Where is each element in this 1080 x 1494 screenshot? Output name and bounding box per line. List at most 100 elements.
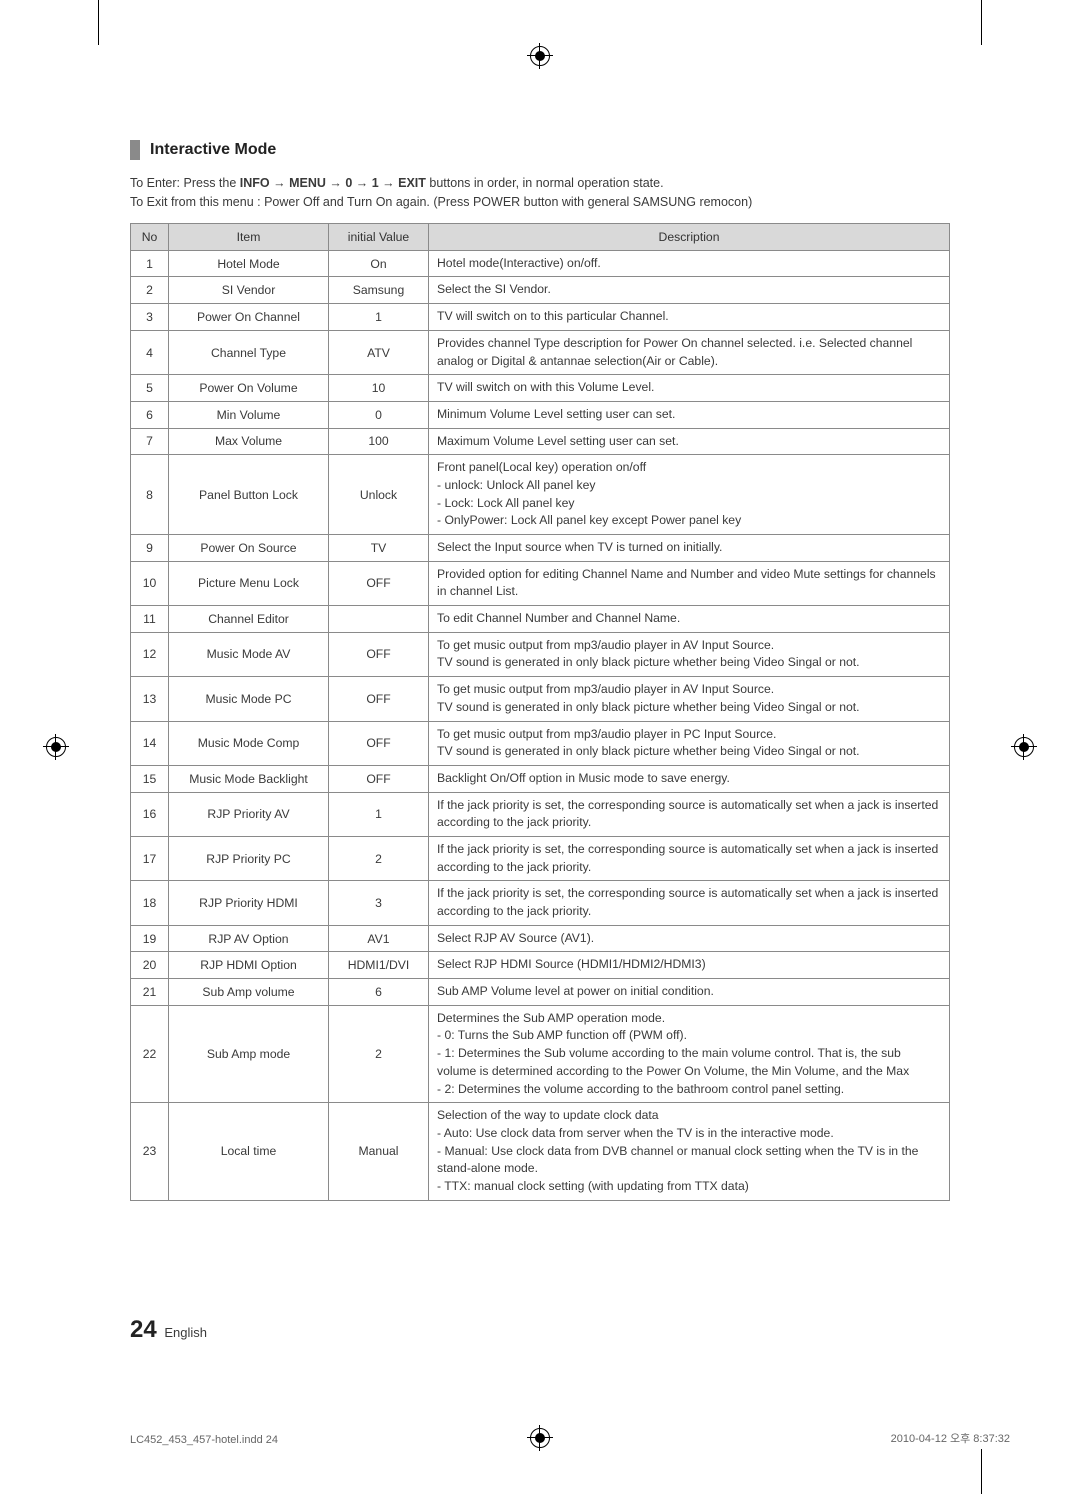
cell-no: 2 bbox=[131, 277, 169, 304]
cell-initial-value: OFF bbox=[329, 721, 429, 765]
table-row: 14Music Mode CompOFFTo get music output … bbox=[131, 721, 950, 765]
cell-description: To get music output from mp3/audio playe… bbox=[429, 632, 950, 676]
cell-item: Music Mode Backlight bbox=[169, 765, 329, 792]
cell-no: 23 bbox=[131, 1103, 169, 1200]
cell-no: 20 bbox=[131, 952, 169, 979]
cell-initial-value: OFF bbox=[329, 632, 429, 676]
cell-initial-value: Unlock bbox=[329, 455, 429, 535]
cell-no: 19 bbox=[131, 925, 169, 952]
cell-initial-value: On bbox=[329, 250, 429, 277]
page-content: Interactive Mode To Enter: Press the INF… bbox=[130, 140, 950, 1201]
table-row: 8Panel Button LockUnlockFront panel(Loca… bbox=[131, 455, 950, 535]
cell-item: Hotel Mode bbox=[169, 250, 329, 277]
registration-mark-icon bbox=[46, 737, 66, 757]
cell-description: Maximum Volume Level setting user can se… bbox=[429, 428, 950, 455]
table-row: 5Power On Volume10TV will switch on with… bbox=[131, 375, 950, 402]
cell-description: Select the SI Vendor. bbox=[429, 277, 950, 304]
table-row: 18RJP Priority HDMI3If the jack priority… bbox=[131, 881, 950, 925]
cell-no: 3 bbox=[131, 304, 169, 331]
table-row: 15Music Mode BacklightOFFBacklight On/Of… bbox=[131, 765, 950, 792]
table-row: 3Power On Channel1TV will switch on to t… bbox=[131, 304, 950, 331]
cell-description: Provided option for editing Channel Name… bbox=[429, 561, 950, 605]
cell-initial-value: ATV bbox=[329, 330, 429, 374]
cell-description: If the jack priority is set, the corresp… bbox=[429, 792, 950, 836]
cell-description: TV will switch on with this Volume Level… bbox=[429, 375, 950, 402]
cell-item: RJP Priority PC bbox=[169, 836, 329, 880]
intro-text: To Enter: Press the INFO → MENU → 0 → 1 … bbox=[130, 174, 950, 213]
cell-item: Sub Amp mode bbox=[169, 1005, 329, 1102]
footer-right: 2010-04-12 오후 8:37:32 bbox=[891, 1430, 1010, 1446]
cell-no: 12 bbox=[131, 632, 169, 676]
cell-item: Panel Button Lock bbox=[169, 455, 329, 535]
col-item: Item bbox=[169, 223, 329, 250]
table-row: 16RJP Priority AV1If the jack priority i… bbox=[131, 792, 950, 836]
cell-no: 4 bbox=[131, 330, 169, 374]
page-number-value: 24 bbox=[130, 1316, 157, 1343]
cell-description: If the jack priority is set, the corresp… bbox=[429, 836, 950, 880]
section-header: Interactive Mode bbox=[130, 140, 950, 160]
table-row: 23Local timeManualSelection of the way t… bbox=[131, 1103, 950, 1200]
cell-description: Front panel(Local key) operation on/off-… bbox=[429, 455, 950, 535]
cell-no: 21 bbox=[131, 979, 169, 1006]
table-row: 7Max Volume100Maximum Volume Level setti… bbox=[131, 428, 950, 455]
cell-no: 8 bbox=[131, 455, 169, 535]
table-row: 10Picture Menu LockOFFProvided option fo… bbox=[131, 561, 950, 605]
cell-item: Local time bbox=[169, 1103, 329, 1200]
table-row: 1Hotel ModeOnHotel mode(Interactive) on/… bbox=[131, 250, 950, 277]
intro-line1-prefix: To Enter: Press the bbox=[130, 176, 240, 190]
cell-item: Music Mode PC bbox=[169, 677, 329, 721]
page-number-lang: English bbox=[164, 1325, 207, 1340]
cell-no: 16 bbox=[131, 792, 169, 836]
cell-no: 5 bbox=[131, 375, 169, 402]
cell-description: To get music output from mp3/audio playe… bbox=[429, 677, 950, 721]
cell-item: Picture Menu Lock bbox=[169, 561, 329, 605]
settings-table: No Item initial Value Description 1Hotel… bbox=[130, 223, 950, 1201]
col-no: No bbox=[131, 223, 169, 250]
table-row: 11Channel EditorTo edit Channel Number a… bbox=[131, 606, 950, 633]
cell-description: To get music output from mp3/audio playe… bbox=[429, 721, 950, 765]
cell-item: Power On Volume bbox=[169, 375, 329, 402]
table-row: 20RJP HDMI OptionHDMI1/DVISelect RJP HDM… bbox=[131, 952, 950, 979]
cell-description: To edit Channel Number and Channel Name. bbox=[429, 606, 950, 633]
cell-item: RJP Priority HDMI bbox=[169, 881, 329, 925]
cell-item: Music Mode AV bbox=[169, 632, 329, 676]
table-row: 12Music Mode AVOFFTo get music output fr… bbox=[131, 632, 950, 676]
cell-initial-value: 3 bbox=[329, 881, 429, 925]
cell-initial-value bbox=[329, 606, 429, 633]
table-row: 2SI VendorSamsungSelect the SI Vendor. bbox=[131, 277, 950, 304]
cell-no: 7 bbox=[131, 428, 169, 455]
cell-initial-value: HDMI1/DVI bbox=[329, 952, 429, 979]
registration-mark-icon bbox=[530, 46, 550, 66]
table-row: 4Channel TypeATVProvides channel Type de… bbox=[131, 330, 950, 374]
cell-description: If the jack priority is set, the corresp… bbox=[429, 881, 950, 925]
intro-line1-suffix: buttons in order, in normal operation st… bbox=[426, 176, 664, 190]
cell-initial-value: 0 bbox=[329, 401, 429, 428]
cell-initial-value: 1 bbox=[329, 792, 429, 836]
cell-description: Minimum Volume Level setting user can se… bbox=[429, 401, 950, 428]
registration-mark-icon bbox=[530, 1428, 550, 1448]
cell-item: Sub Amp volume bbox=[169, 979, 329, 1006]
table-row: 19RJP AV OptionAV1Select RJP AV Source (… bbox=[131, 925, 950, 952]
cell-no: 10 bbox=[131, 561, 169, 605]
table-row: 13Music Mode PCOFFTo get music output fr… bbox=[131, 677, 950, 721]
cell-initial-value: TV bbox=[329, 535, 429, 562]
col-desc: Description bbox=[429, 223, 950, 250]
cell-no: 1 bbox=[131, 250, 169, 277]
cell-initial-value: 10 bbox=[329, 375, 429, 402]
intro-line1-bold: INFO → MENU → 0 → 1 → EXIT bbox=[240, 176, 426, 190]
cell-initial-value: 6 bbox=[329, 979, 429, 1006]
table-header-row: No Item initial Value Description bbox=[131, 223, 950, 250]
cell-initial-value: 1 bbox=[329, 304, 429, 331]
cell-item: RJP HDMI Option bbox=[169, 952, 329, 979]
cell-no: 13 bbox=[131, 677, 169, 721]
cell-initial-value: OFF bbox=[329, 765, 429, 792]
cell-description: Select RJP AV Source (AV1). bbox=[429, 925, 950, 952]
cell-description: Sub AMP Volume level at power on initial… bbox=[429, 979, 950, 1006]
col-iv: initial Value bbox=[329, 223, 429, 250]
table-row: 6Min Volume0Minimum Volume Level setting… bbox=[131, 401, 950, 428]
cell-item: Power On Source bbox=[169, 535, 329, 562]
cell-initial-value: AV1 bbox=[329, 925, 429, 952]
cell-description: Determines the Sub AMP operation mode.- … bbox=[429, 1005, 950, 1102]
cell-item: Channel Editor bbox=[169, 606, 329, 633]
cell-no: 18 bbox=[131, 881, 169, 925]
